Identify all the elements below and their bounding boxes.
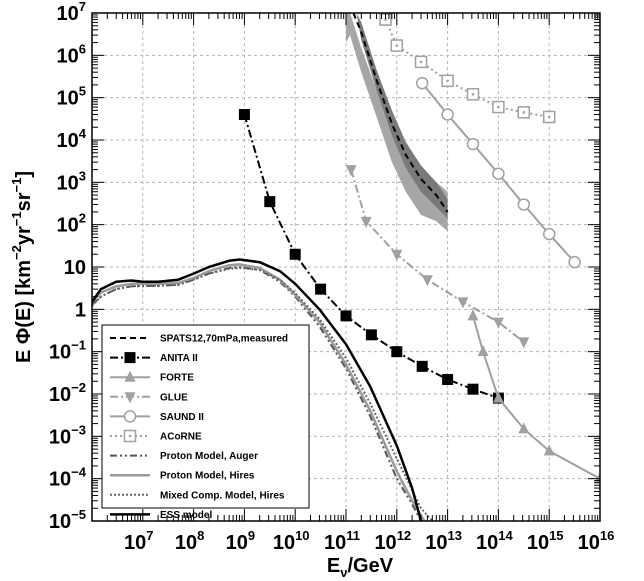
series-group [92, 13, 600, 521]
legend-label-proton-model-hires: Proton Model, Hires [160, 471, 255, 482]
y-tick-label: 10−2 [49, 380, 86, 406]
point-glue [391, 249, 403, 261]
y-tick-label: 102 [57, 211, 86, 237]
y-tick-label: 103 [57, 168, 86, 194]
y-tick-label: 107 [57, 0, 86, 25]
point-saund-ii [492, 167, 505, 180]
legend-label-forte: FORTE [160, 373, 194, 384]
legend: SPATS12,70mPa,measured ANITA II FORTE GLUE S… [101, 324, 310, 521]
point-forte [477, 345, 489, 357]
series-acorne [379, 13, 556, 124]
point-anita-ii [315, 283, 327, 295]
series-glue [345, 165, 530, 349]
tick-labels: 107 108 109 1010 1011 1012 1013 1014 1015 1016 10−… [49, 0, 614, 554]
x-tick-label: 1016 [578, 528, 615, 554]
x-tick-label: 1011 [324, 528, 360, 554]
x-tick-label: 1015 [527, 528, 564, 554]
legend-marker-acorne-dot [128, 434, 132, 438]
legend-marker-anita-ii [124, 352, 136, 364]
legend-label-glue: GLUE [160, 392, 188, 403]
point-forte [467, 309, 479, 321]
legend-label-ess-model: ESS model [160, 510, 212, 521]
point-acorne-dot [419, 60, 423, 64]
series-spats12-70mpa-measured [352, 13, 449, 213]
point-acorne-dot [446, 79, 449, 83]
point-anita-ii [391, 346, 403, 358]
series-proton-model-hires [92, 263, 426, 521]
point-anita-ii [442, 374, 454, 386]
point-anita-ii [264, 196, 276, 208]
point-saund-ii [415, 76, 429, 90]
point-saund-ii [441, 108, 454, 121]
series-line-ess-model [92, 258, 423, 521]
y-tick-label: 104 [57, 126, 87, 152]
series-proton-model-auger [92, 266, 422, 521]
legend-marker-glue [124, 392, 136, 404]
point-glue [345, 165, 357, 177]
legend-label-proton-model-auger: Proton Model, Auger [160, 451, 258, 462]
legend-label-spats12-70mpa-measured: SPATS12,70mPa,measured [160, 334, 288, 345]
point-acorne-dot [471, 93, 475, 96]
point-acorne-dot [384, 18, 387, 21]
y-tick-label: 105 [57, 84, 86, 110]
point-anita-ii [467, 383, 479, 395]
point-anita-ii [289, 248, 301, 260]
series-line-proton-model-auger [92, 266, 422, 521]
series-anita-ii [238, 109, 504, 404]
point-acorne-dot [522, 111, 526, 114]
y-axis-title: E Φ(E) [km−2yr−1sr−1] [9, 171, 35, 363]
point-acorne-dot [497, 105, 500, 109]
point-saund-ii [517, 198, 531, 211]
axes [91, 12, 601, 522]
series-forte [467, 309, 600, 484]
point-anita-ii [340, 310, 352, 322]
point-anita-ii [365, 329, 377, 341]
x-tick-label: 1012 [374, 528, 411, 554]
y-tick-label: 10−5 [49, 507, 86, 533]
point-acorne-dot [395, 44, 399, 47]
legend-label-anita-ii: ANITA II [160, 353, 198, 364]
y-tick-label: 106 [57, 41, 86, 67]
series-line-proton-model-hires [92, 263, 426, 521]
point-saund-ii [542, 227, 556, 241]
x-tick-label: 109 [226, 528, 255, 554]
y-tick-label: 1 [75, 299, 86, 321]
x-axis-title: Eν/GeV [327, 555, 394, 580]
point-anita-ii [238, 109, 250, 121]
point-acorne-dot [547, 115, 551, 119]
point-forte [543, 444, 555, 456]
series-ess-model [92, 258, 423, 521]
point-glue [518, 337, 530, 349]
point-anita-ii [416, 360, 428, 372]
x-tick-label: 1010 [273, 528, 310, 554]
series-mixed-comp-model-hires [92, 266, 434, 521]
y-tick-label: 10 [64, 257, 86, 279]
legend-label-mixed-comp-model-hires: Mixed Comp. Model, Hires [160, 490, 285, 501]
series-line-forte [472, 315, 600, 480]
series-line-spats12-70mpa-measured [352, 13, 449, 213]
legend-marker-saund-ii [123, 410, 137, 423]
point-glue [360, 216, 372, 228]
legend-marker-forte [124, 370, 136, 382]
series-line-mixed-comp-model-hires [92, 266, 434, 521]
point-glue [421, 275, 433, 287]
point-glue [492, 317, 504, 329]
legend-label-saund-ii: SAUND II [160, 412, 204, 423]
point-forte [492, 391, 504, 403]
point-saund-ii [466, 137, 480, 151]
y-tick-label: 10−1 [49, 338, 86, 364]
series-saund-ii [415, 76, 581, 269]
y-tick-label: 10−3 [49, 422, 86, 448]
point-glue [457, 297, 469, 309]
y-tick-label: 10−4 [49, 465, 87, 491]
x-tick-label: 1013 [425, 528, 462, 554]
x-tick-label: 108 [175, 528, 204, 554]
legend-label-acorne: ACoRNE [160, 432, 202, 443]
point-forte [518, 422, 530, 434]
x-tick-label: 107 [124, 528, 153, 554]
point-saund-ii [568, 255, 581, 269]
x-tick-label: 1014 [476, 528, 513, 554]
